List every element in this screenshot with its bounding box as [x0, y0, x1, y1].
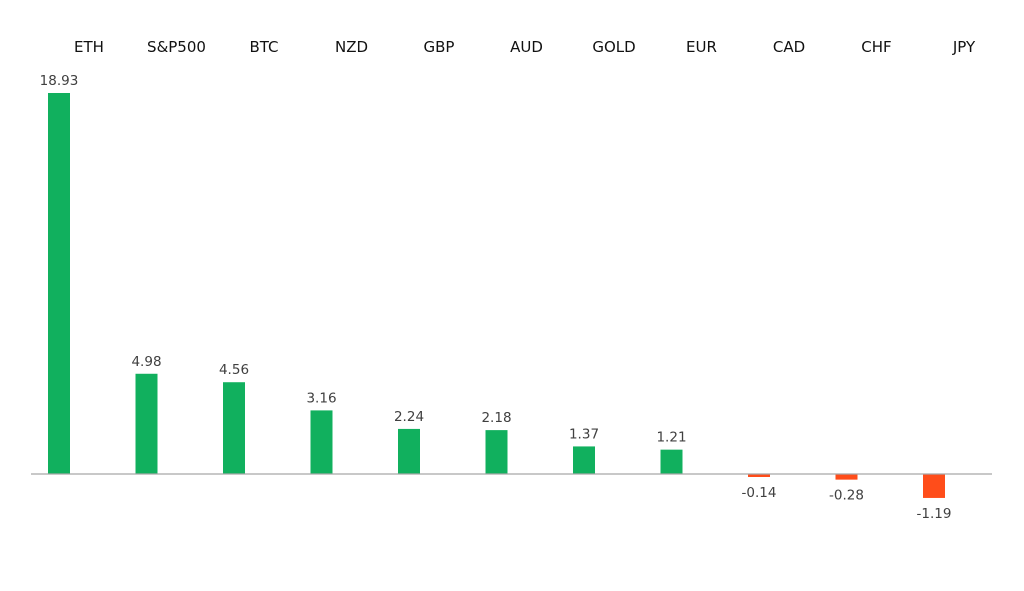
bar-gold	[573, 446, 595, 474]
category-label-cad: CAD	[773, 38, 805, 56]
bars-layer	[48, 93, 945, 498]
value-label-s-and-p500: 4.98	[131, 354, 161, 370]
category-labels: ETH S&P500 BTC NZD GBP AUD GOLD EUR CAD CHF JPY	[74, 38, 976, 56]
category-label-eur: EUR	[686, 38, 717, 56]
category-label-chf: CHF	[861, 38, 891, 56]
category-label-btc: BTC	[249, 38, 278, 56]
category-label-eth: ETH	[74, 38, 104, 56]
value-label-nzd: 3.16	[306, 390, 336, 406]
bar-nzd	[310, 410, 333, 474]
bar-cad	[748, 474, 770, 477]
bar-aud	[485, 430, 508, 474]
value-label-jpy: -1.19	[917, 506, 952, 522]
category-label-gold: GOLD	[592, 38, 635, 56]
value-label-chf: -0.28	[829, 488, 864, 504]
category-label-aud: AUD	[510, 38, 543, 56]
bar-chf	[835, 474, 858, 480]
value-label-aud: 2.18	[481, 410, 511, 426]
bar-s-and-p500	[135, 373, 158, 474]
value-label-cad: -0.14	[742, 485, 777, 501]
bar-eur	[660, 449, 683, 474]
value-label-gbp: 2.24	[394, 409, 424, 425]
category-label-s-and-p500: S&P500	[147, 38, 206, 56]
value-label-gold: 1.37	[569, 426, 599, 442]
bar-btc	[223, 382, 245, 474]
category-label-nzd: NZD	[335, 38, 368, 56]
bar-gbp	[398, 428, 420, 474]
value-label-eth: 18.93	[40, 73, 79, 89]
value-label-eur: 1.21	[656, 430, 686, 446]
value-label-btc: 4.56	[219, 362, 249, 378]
bar-jpy	[923, 474, 945, 498]
category-label-jpy: JPY	[952, 38, 976, 56]
bar-eth	[48, 93, 70, 474]
value-labels: 18.93 4.98 4.56 3.16 2.24 2.18 1.37 1.21 -0.14 -0…	[40, 73, 952, 522]
category-label-gbp: GBP	[424, 38, 455, 56]
